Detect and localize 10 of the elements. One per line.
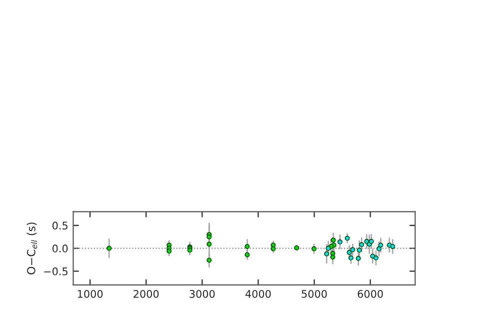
x-tick-label: 6000 xyxy=(358,290,383,298)
y-axis-title: O−C$_{ell}$ (s) xyxy=(26,222,38,274)
x-tick-label: 3000 xyxy=(190,290,215,298)
x-tick-label: 5000 xyxy=(302,290,327,298)
y-tick-label: 0.5 xyxy=(52,222,68,230)
x-tick-label: 1000 xyxy=(78,290,103,298)
y-tick-label: 0.0 xyxy=(52,244,68,252)
y-tick-label: −0.5 xyxy=(44,267,68,276)
x-tick-label: 2000 xyxy=(134,290,159,298)
x-tick-label: 4000 xyxy=(245,290,271,298)
